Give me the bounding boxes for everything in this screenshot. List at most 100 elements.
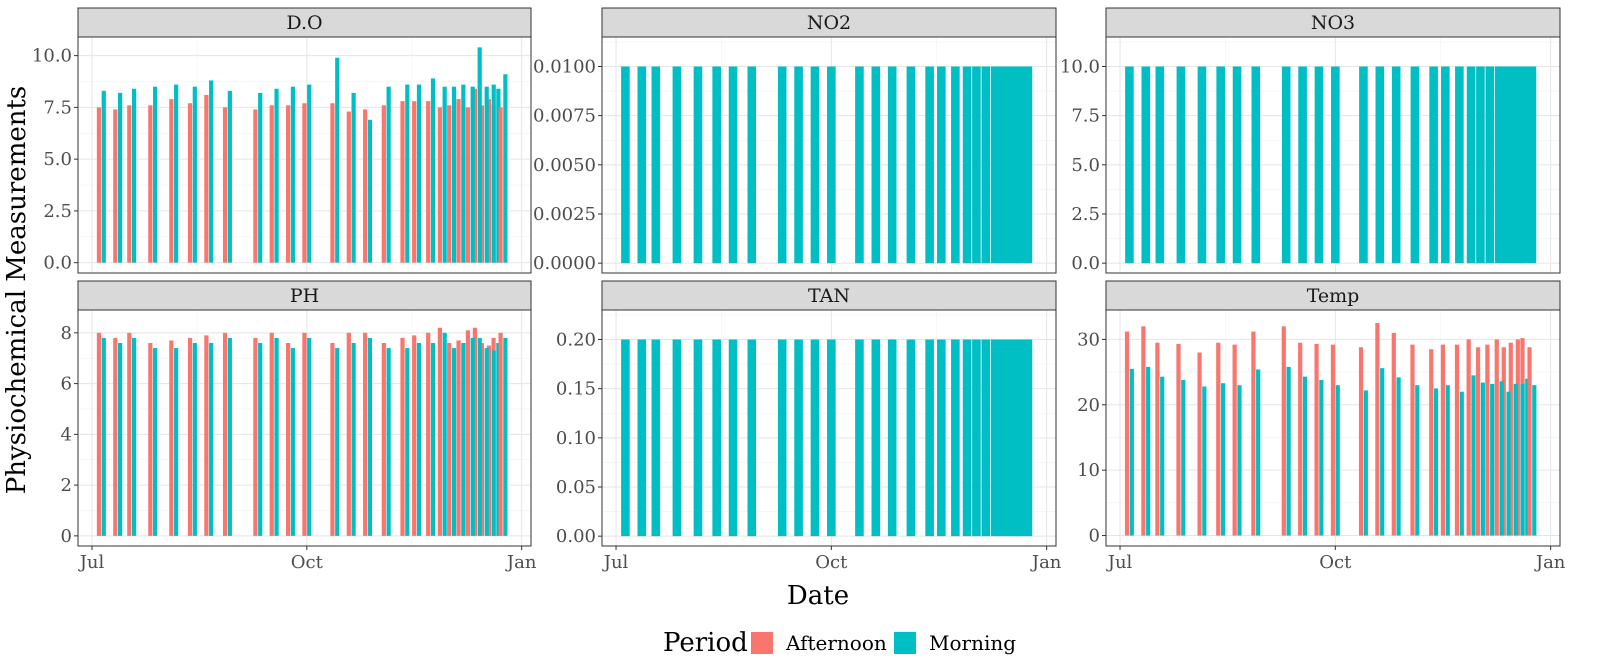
y-tick-label: 0.0100	[533, 57, 596, 78]
bar-afternoon	[330, 342, 335, 536]
x-axis: Jul Oct Jan	[602, 546, 1062, 573]
bar-afternoon	[148, 105, 153, 263]
bar-afternoon	[1466, 339, 1471, 536]
bar-morning	[1125, 66, 1134, 264]
bar-morning	[1004, 339, 1014, 537]
bar-morning	[810, 66, 820, 264]
bar-morning	[827, 339, 836, 537]
bar-morning	[1298, 66, 1307, 264]
bar-morning	[1527, 66, 1537, 264]
y-tick-label: 5.0	[43, 149, 72, 170]
bar-morning	[777, 339, 787, 537]
bar-morning	[1415, 385, 1420, 536]
bar-afternoon	[1176, 343, 1181, 536]
bar-morning	[981, 339, 991, 537]
bar-morning	[1155, 66, 1165, 264]
bar-morning	[981, 66, 991, 264]
legend: Period Afternoon Morning	[663, 628, 1016, 658]
bar-morning	[1129, 368, 1134, 536]
bar-morning	[747, 66, 757, 264]
bar-morning	[1363, 390, 1368, 536]
y-tick-label: 0.0	[43, 253, 72, 274]
bar-morning	[1319, 379, 1324, 536]
y-axis: 0.0000 0.0025 0.0050 0.0075 0.0100	[533, 57, 602, 274]
bar-morning	[906, 66, 916, 264]
bar-morning	[1232, 66, 1242, 264]
bar-afternoon	[465, 330, 470, 536]
bar-afternoon	[456, 340, 461, 536]
bar-morning	[461, 342, 466, 536]
bar-morning	[1331, 66, 1340, 264]
bar-morning	[117, 342, 123, 536]
bar-afternoon	[269, 105, 274, 263]
legend-label-morning: Morning	[929, 631, 1016, 655]
bar-morning	[491, 84, 496, 263]
x-tick-label: Oct	[1319, 552, 1352, 573]
bar-morning	[1445, 385, 1450, 536]
bar-morning	[258, 92, 263, 263]
bar-afternoon	[465, 107, 470, 263]
panel-strip-title: TAN	[808, 285, 850, 307]
bar-afternoon	[1197, 352, 1202, 536]
bar-morning	[290, 348, 295, 536]
bar-morning	[367, 337, 373, 536]
bar-morning	[307, 84, 312, 263]
y-tick-label: 0	[1089, 526, 1100, 547]
bar-afternoon	[412, 101, 417, 263]
bar-morning	[496, 88, 501, 263]
y-tick-label: 4	[61, 424, 72, 445]
bar-morning	[1375, 66, 1385, 264]
bar-afternoon	[1527, 347, 1532, 536]
bar-morning	[1011, 339, 1021, 537]
panel-strip-title: PH	[290, 285, 319, 307]
bar-afternoon	[456, 99, 461, 263]
bar-morning	[1160, 376, 1165, 536]
bar-morning	[1380, 368, 1385, 536]
y-tick-label: 10.0	[1060, 57, 1100, 78]
bar-afternoon	[187, 103, 193, 263]
y-axis-title: Physiochemical Measurements	[2, 86, 32, 495]
bar-morning	[209, 342, 214, 536]
bars	[621, 66, 1033, 264]
bar-morning	[937, 339, 946, 537]
bar-morning	[651, 339, 661, 537]
bar-afternoon	[447, 342, 452, 536]
bar-afternoon	[426, 332, 431, 536]
bar-morning	[1237, 385, 1242, 536]
bar-afternoon	[1475, 347, 1481, 536]
bar-afternoon	[113, 109, 118, 263]
bar-morning	[477, 47, 482, 263]
bar-morning	[1302, 376, 1308, 536]
bar-morning	[937, 66, 946, 264]
bar-morning	[951, 339, 960, 537]
bar-morning	[274, 337, 279, 536]
bar-afternoon	[1501, 347, 1506, 536]
bar-morning	[351, 92, 356, 263]
bar-morning	[621, 339, 630, 537]
panel-strip-title: Temp	[1307, 285, 1360, 307]
bars	[1125, 66, 1537, 264]
bar-morning	[712, 339, 721, 537]
bar-afternoon	[1494, 339, 1499, 536]
y-axis: 0.0 2.5 5.0 7.5 10.0	[32, 46, 78, 274]
panel-strip	[77, 7, 532, 38]
panel-border	[601, 309, 1057, 547]
x-axis: Jul Oct Jan	[1106, 546, 1566, 573]
bar-morning	[925, 66, 934, 264]
panel-strip	[77, 280, 532, 311]
bar-morning	[461, 84, 466, 263]
bar-afternoon	[1485, 344, 1490, 536]
bar-afternoon	[1410, 344, 1415, 536]
y-axis: 0.0 2.5 5.0 7.5 10.0	[1060, 57, 1106, 274]
x-axis-title: Date	[787, 581, 849, 611]
bar-morning	[386, 348, 391, 536]
bar-morning	[451, 86, 457, 263]
bar-morning	[1476, 66, 1485, 264]
bar-morning	[693, 66, 703, 264]
y-tick-label: 0	[61, 526, 72, 547]
y-tick-label: 0.15	[556, 379, 596, 400]
bar-afternoon	[437, 107, 442, 263]
bar-morning	[1335, 385, 1340, 536]
bar-afternoon	[204, 94, 209, 263]
bar-afternoon	[426, 101, 431, 263]
